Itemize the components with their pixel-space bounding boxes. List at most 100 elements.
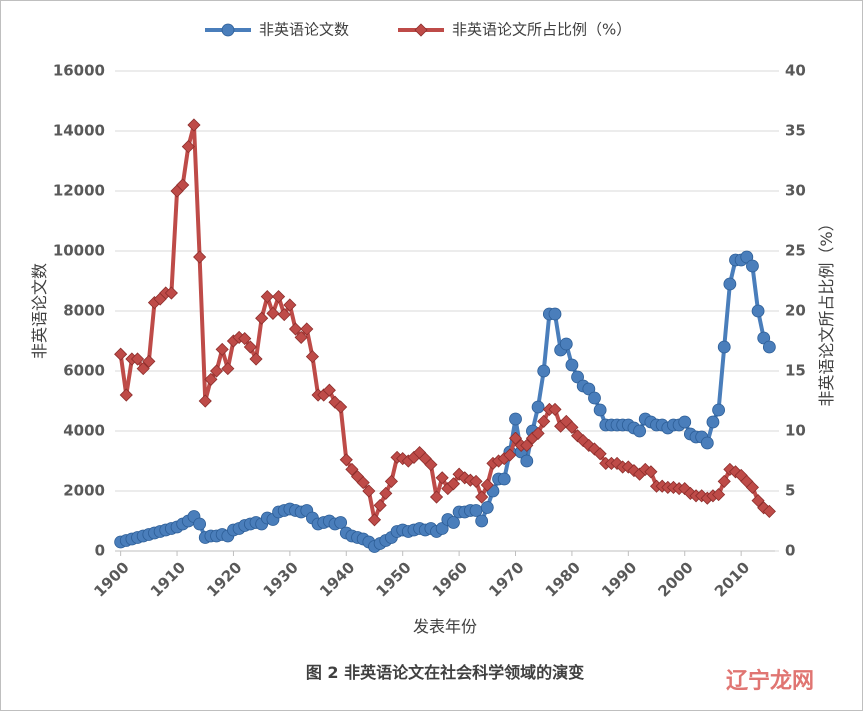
data-point — [379, 486, 393, 500]
data-point — [565, 358, 579, 372]
data-point — [700, 436, 714, 450]
data-point — [260, 290, 274, 304]
data-point — [531, 400, 545, 414]
data-point — [762, 340, 776, 354]
data-point — [181, 140, 195, 154]
y-tick-label: 2000 — [63, 482, 105, 500]
data-point — [187, 118, 201, 132]
y-tick-label: 12000 — [53, 182, 105, 200]
data-point — [435, 471, 449, 485]
data-point — [164, 286, 178, 300]
data-point — [520, 438, 534, 452]
data-point — [272, 290, 286, 304]
data-point — [593, 403, 607, 417]
data-point — [497, 472, 511, 486]
data-point — [238, 332, 252, 346]
data-point — [717, 474, 731, 488]
y2-axis-label: 非英语论文所占比例（%） — [817, 215, 836, 406]
data-point — [746, 259, 759, 273]
data-point — [446, 477, 461, 491]
data-point — [114, 347, 128, 361]
data-point — [537, 414, 551, 428]
y-tick-label: 6000 — [63, 362, 105, 380]
data-point — [215, 342, 229, 356]
y2-tick-label: 20 — [785, 302, 806, 320]
data-point — [209, 364, 224, 378]
y-tick-label: 14000 — [53, 122, 105, 140]
data-point — [469, 504, 483, 517]
data-point — [193, 250, 207, 264]
caption: 图 2 非英语论文在社会科学领域的演变 — [306, 663, 584, 682]
data-point — [429, 490, 444, 504]
data-point — [728, 465, 743, 479]
data-point — [193, 517, 207, 531]
data-point — [469, 474, 483, 488]
data-point — [717, 340, 731, 354]
data-point — [633, 424, 647, 438]
data-point — [130, 352, 145, 366]
data-point — [142, 354, 156, 368]
data-point — [249, 352, 263, 366]
data-point — [593, 447, 607, 461]
data-point — [447, 516, 460, 529]
data-point — [384, 474, 398, 488]
data-point — [751, 304, 765, 318]
y-tick-label: 4000 — [63, 422, 105, 440]
data-point — [531, 426, 545, 440]
data-point — [745, 480, 760, 494]
data-point — [475, 514, 489, 528]
data-point — [644, 465, 658, 479]
data-point — [559, 337, 573, 351]
data-point — [334, 516, 348, 529]
data-point — [345, 462, 359, 476]
y-tick-label: 10000 — [53, 242, 105, 260]
data-point — [300, 322, 314, 336]
data-point — [565, 420, 579, 434]
data-point — [136, 362, 150, 376]
y-axis-label: 非英语论文数 — [30, 263, 49, 359]
data-point — [204, 372, 218, 386]
data-point — [537, 364, 551, 378]
data-point — [294, 330, 308, 344]
data-point — [520, 454, 534, 468]
legend-label: 非英语论文所占比例（%） — [452, 21, 631, 39]
y-tick-label: 16000 — [53, 62, 105, 80]
y2-tick-label: 10 — [785, 422, 806, 440]
data-point — [712, 488, 726, 502]
data-point — [757, 501, 771, 515]
data-point — [322, 383, 336, 397]
data-point — [373, 498, 387, 512]
data-point — [288, 322, 303, 336]
data-point — [723, 277, 737, 291]
data-point — [480, 501, 494, 514]
data-point — [452, 467, 466, 481]
data-point — [480, 478, 494, 492]
y2-tick-label: 30 — [785, 182, 806, 200]
data-point — [548, 307, 562, 321]
data-point — [283, 298, 297, 312]
data-point — [678, 482, 692, 496]
y2-tick-label: 15 — [785, 362, 806, 380]
data-point — [198, 394, 212, 408]
data-point — [762, 504, 776, 518]
data-point — [712, 403, 725, 417]
data-point — [367, 513, 382, 527]
data-point — [255, 311, 269, 325]
legend-marker — [221, 23, 235, 37]
data-point — [221, 362, 235, 376]
data-point — [339, 453, 353, 467]
data-point — [678, 415, 692, 429]
data-point — [475, 490, 489, 504]
data-point — [334, 400, 348, 414]
data-point — [706, 415, 720, 429]
legend-label: 非英语论文数 — [259, 21, 349, 39]
legend-marker — [414, 23, 428, 37]
y-tick-label: 8000 — [63, 302, 105, 320]
data-point — [548, 402, 562, 416]
data-point — [751, 494, 765, 508]
y2-tick-label: 25 — [785, 242, 806, 260]
data-point — [503, 448, 517, 462]
data-point — [588, 391, 601, 405]
